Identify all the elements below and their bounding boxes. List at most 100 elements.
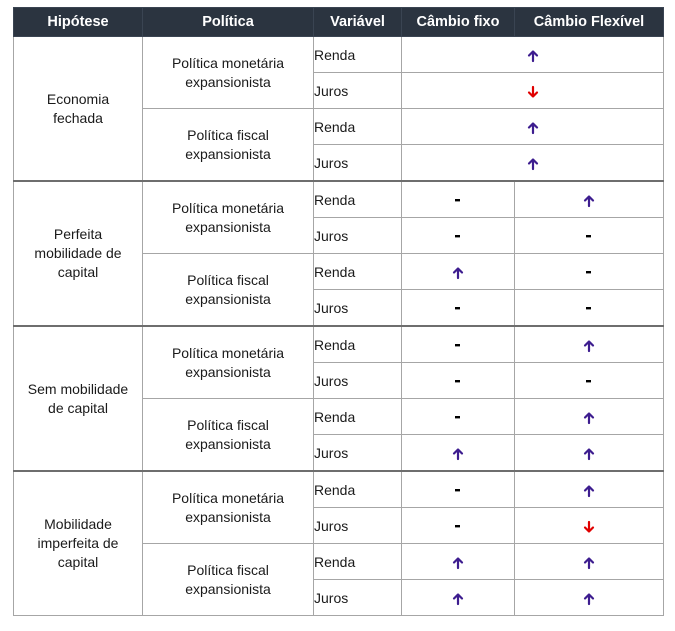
result-cell-cambio-flexivel [514, 434, 664, 472]
no-change-dash-icon [451, 520, 465, 534]
result-cell-cambio-flexivel [514, 579, 664, 616]
result-cell-cambio-fixo [401, 507, 515, 544]
table-row: Juros [14, 507, 664, 544]
result-cell-merged [401, 108, 664, 145]
no-change-dash-icon [582, 302, 596, 316]
result-cell-cambio-flexivel [514, 217, 664, 254]
arrow-up-icon [582, 484, 596, 498]
text-line: Política monetária [171, 344, 285, 361]
table-row: Juros [14, 72, 664, 109]
result-cell-merged [401, 36, 664, 73]
result-cell-cambio-flexivel [514, 325, 664, 363]
result-cell-cambio-fixo [401, 434, 515, 472]
text-line: imperfeita de [37, 535, 119, 551]
variable-cell: Renda [313, 543, 402, 580]
text-line: capital [57, 264, 99, 280]
text-line: Economia [46, 90, 110, 107]
text-line: mobilidade de [34, 245, 122, 261]
no-change-dash-icon [451, 484, 465, 498]
table-row: Política fiscal expansionista Renda [14, 108, 664, 182]
result-cell-cambio-flexivel [514, 507, 664, 544]
result-cell-cambio-flexivel [514, 180, 664, 218]
arrow-up-icon [526, 49, 540, 63]
table-body: Economia fechada Política monetária expansi… [13, 36, 664, 616]
arrow-up-icon [451, 556, 465, 570]
variable-cell: Renda [313, 180, 402, 218]
policy-cell: Política fiscal expansionista [142, 108, 314, 182]
result-cell-cambio-flexivel [514, 253, 664, 290]
table-row: Juros [14, 362, 664, 399]
variable-cell: Renda [313, 325, 402, 363]
result-cell-cambio-fixo [401, 470, 515, 508]
table-row: Economia fechada Política monetária expansi… [13, 36, 664, 182]
text-line: Política fiscal [187, 126, 269, 143]
table-row: Juros [14, 289, 664, 327]
result-cell-cambio-fixo [401, 289, 515, 327]
header-cambio-fixo: Câmbio fixo [401, 7, 515, 37]
text-line: Política fiscal [187, 416, 269, 433]
variable-cell: Juros [313, 579, 402, 616]
text-line: Mobilidade [44, 516, 112, 532]
arrow-up-icon [451, 266, 465, 280]
text-line: capital [57, 554, 99, 570]
header-variavel: Variável [313, 7, 402, 37]
text-line: Política monetária [171, 199, 285, 216]
no-change-dash-icon [582, 266, 596, 280]
result-cell-cambio-flexivel [514, 289, 664, 327]
header-hipotese: Hipótese [13, 7, 143, 37]
policy-cell: Política fiscal expansionista [142, 543, 314, 616]
result-cell-cambio-fixo [401, 579, 515, 616]
no-change-dash-icon [451, 339, 465, 353]
no-change-dash-icon [451, 230, 465, 244]
text-line: Política fiscal [187, 561, 269, 578]
variable-cell: Renda [313, 398, 402, 435]
arrow-up-icon [582, 447, 596, 461]
variable-cell: Juros [313, 507, 402, 544]
table-row: Juros [14, 144, 664, 182]
hypothesis-cell: Mobilidade imperfeita de capital [13, 470, 143, 616]
text-line: fechada [53, 109, 103, 126]
hypothesis-cell: Perfeita mobilidade de capital [13, 180, 143, 327]
table-row: Sem mobilidade de capital Política monetár… [13, 325, 664, 472]
policy-cell: Política fiscal expansionista [142, 398, 314, 472]
table-row: Política fiscal expansionista Renda [14, 398, 664, 472]
variable-cell: Juros [313, 289, 402, 327]
policy-cell: Política fiscal expansionista [142, 253, 314, 327]
text-line: Sem mobilidade [27, 380, 129, 397]
result-cell-cambio-flexivel [514, 398, 664, 435]
variable-cell: Renda [313, 108, 402, 145]
arrow-up-icon [582, 194, 596, 208]
variable-cell: Juros [313, 434, 402, 472]
arrow-up-icon [451, 592, 465, 606]
table-row: Política fiscal expansionista Renda [14, 253, 664, 327]
text-line: Política monetária [171, 489, 285, 506]
arrow-up-icon [526, 121, 540, 135]
result-cell-cambio-fixo [401, 362, 515, 399]
header-cambio-flexivel: Câmbio Flexível [514, 7, 664, 37]
hypothesis-cell: Economia fechada [13, 36, 143, 182]
text-line: expansionista [185, 580, 271, 597]
result-cell-cambio-flexivel [514, 470, 664, 508]
text-line: expansionista [185, 508, 271, 525]
no-change-dash-icon [582, 375, 596, 389]
policy-cell: Política monetária expansionista [142, 325, 314, 399]
arrow-up-icon [451, 447, 465, 461]
arrow-down-icon [582, 520, 596, 534]
variable-cell: Juros [313, 217, 402, 254]
table-row: Juros [14, 579, 664, 616]
result-cell-cambio-flexivel [514, 543, 664, 580]
table-row: Juros [14, 217, 664, 254]
text-line: expansionista [185, 290, 271, 307]
result-cell-merged [401, 72, 664, 109]
header-politica: Política [142, 7, 314, 37]
result-cell-cambio-fixo [401, 180, 515, 218]
result-cell-cambio-fixo [401, 543, 515, 580]
result-cell-cambio-fixo [401, 217, 515, 254]
result-cell-cambio-flexivel [514, 362, 664, 399]
arrow-up-icon [526, 157, 540, 171]
result-cell-merged [401, 144, 664, 182]
policy-cell: Política monetária expansionista [142, 180, 314, 254]
variable-cell: Renda [313, 36, 402, 73]
variable-cell: Juros [313, 144, 402, 182]
variable-cell: Renda [313, 470, 402, 508]
